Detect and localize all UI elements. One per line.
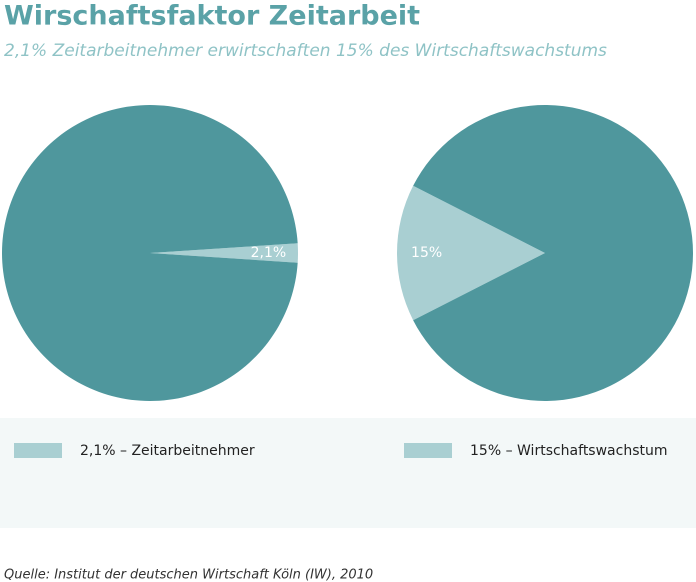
legend-swatch <box>14 443 62 458</box>
pie-slice <box>150 243 298 263</box>
pie-slice <box>413 105 693 402</box>
legend-label: 15% – Wirtschaftswachstum <box>470 443 668 459</box>
chart-title: Wirschaftsfaktor Zeitarbeit <box>4 1 420 32</box>
value-label: 15% <box>411 245 442 261</box>
pie-slice <box>2 105 298 401</box>
pie-slice <box>397 185 545 321</box>
value-label: 2,1% <box>251 245 287 261</box>
legend-panel <box>0 418 696 528</box>
source: Quelle: Institut der deutschen Wirtschaf… <box>4 568 373 582</box>
legend-label: 2,1% – Zeitarbeitnehmer <box>80 443 255 459</box>
chart-subtitle: 2,1% Zeitarbeitnehmer erwirtschaften 15%… <box>4 41 607 61</box>
legend-swatch <box>404 443 452 458</box>
